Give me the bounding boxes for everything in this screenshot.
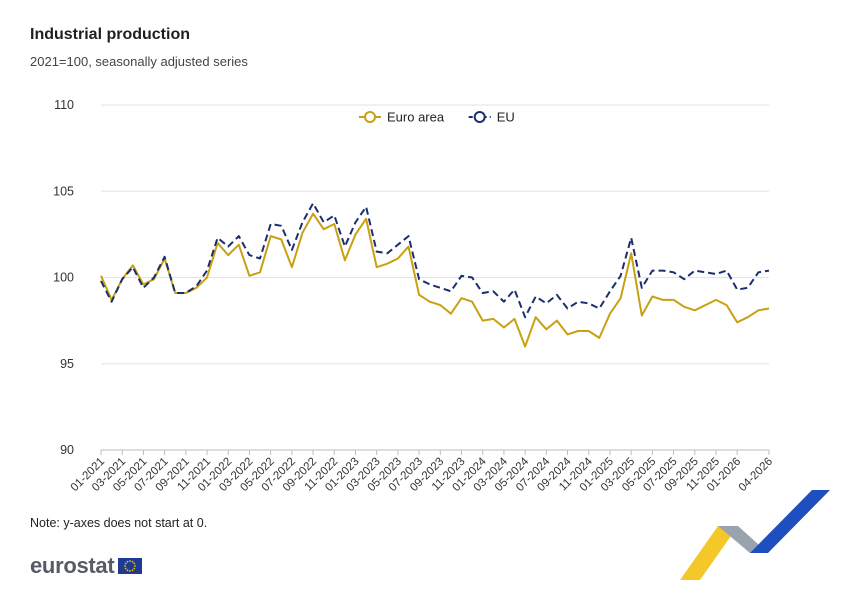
- legend[interactable]: Euro area EU: [359, 110, 515, 125]
- legend-marker-icon: [364, 111, 376, 123]
- y-tick-label: 110: [54, 98, 74, 112]
- legend-item-euro-area[interactable]: Euro area: [359, 110, 445, 125]
- grid: [101, 104, 769, 451]
- series-line-euro-area[interactable]: [100, 212, 770, 348]
- legend-label: Euro area: [387, 110, 445, 125]
- y-tick-label: 100: [53, 271, 74, 285]
- eurostat-logo: eurostat: [30, 553, 143, 579]
- series-line-eu[interactable]: [100, 202, 770, 319]
- series-lines: [100, 202, 770, 348]
- y-tick-label: 105: [53, 184, 74, 198]
- decorative-ribbon-graphic: [680, 490, 830, 580]
- legend-label: EU: [497, 110, 515, 125]
- x-axis-ticks: 01-202103-202105-202107-202109-202111-20…: [69, 450, 775, 494]
- eu-flag-icon: [118, 558, 143, 574]
- logo-text: eurostat: [30, 553, 115, 578]
- axis-note: Note: y-axes does not start at 0.: [30, 516, 208, 530]
- y-tick-label: 90: [60, 443, 74, 457]
- y-tick-label: 95: [60, 357, 74, 371]
- y-axis-ticks: 90 95 100 105 110: [53, 98, 74, 457]
- legend-marker-icon: [473, 111, 486, 123]
- legend-item-eu[interactable]: EU: [468, 110, 515, 125]
- chart-subtitle: 2021=100, seasonally adjusted series: [30, 54, 248, 69]
- chart-title: Industrial production: [30, 26, 190, 43]
